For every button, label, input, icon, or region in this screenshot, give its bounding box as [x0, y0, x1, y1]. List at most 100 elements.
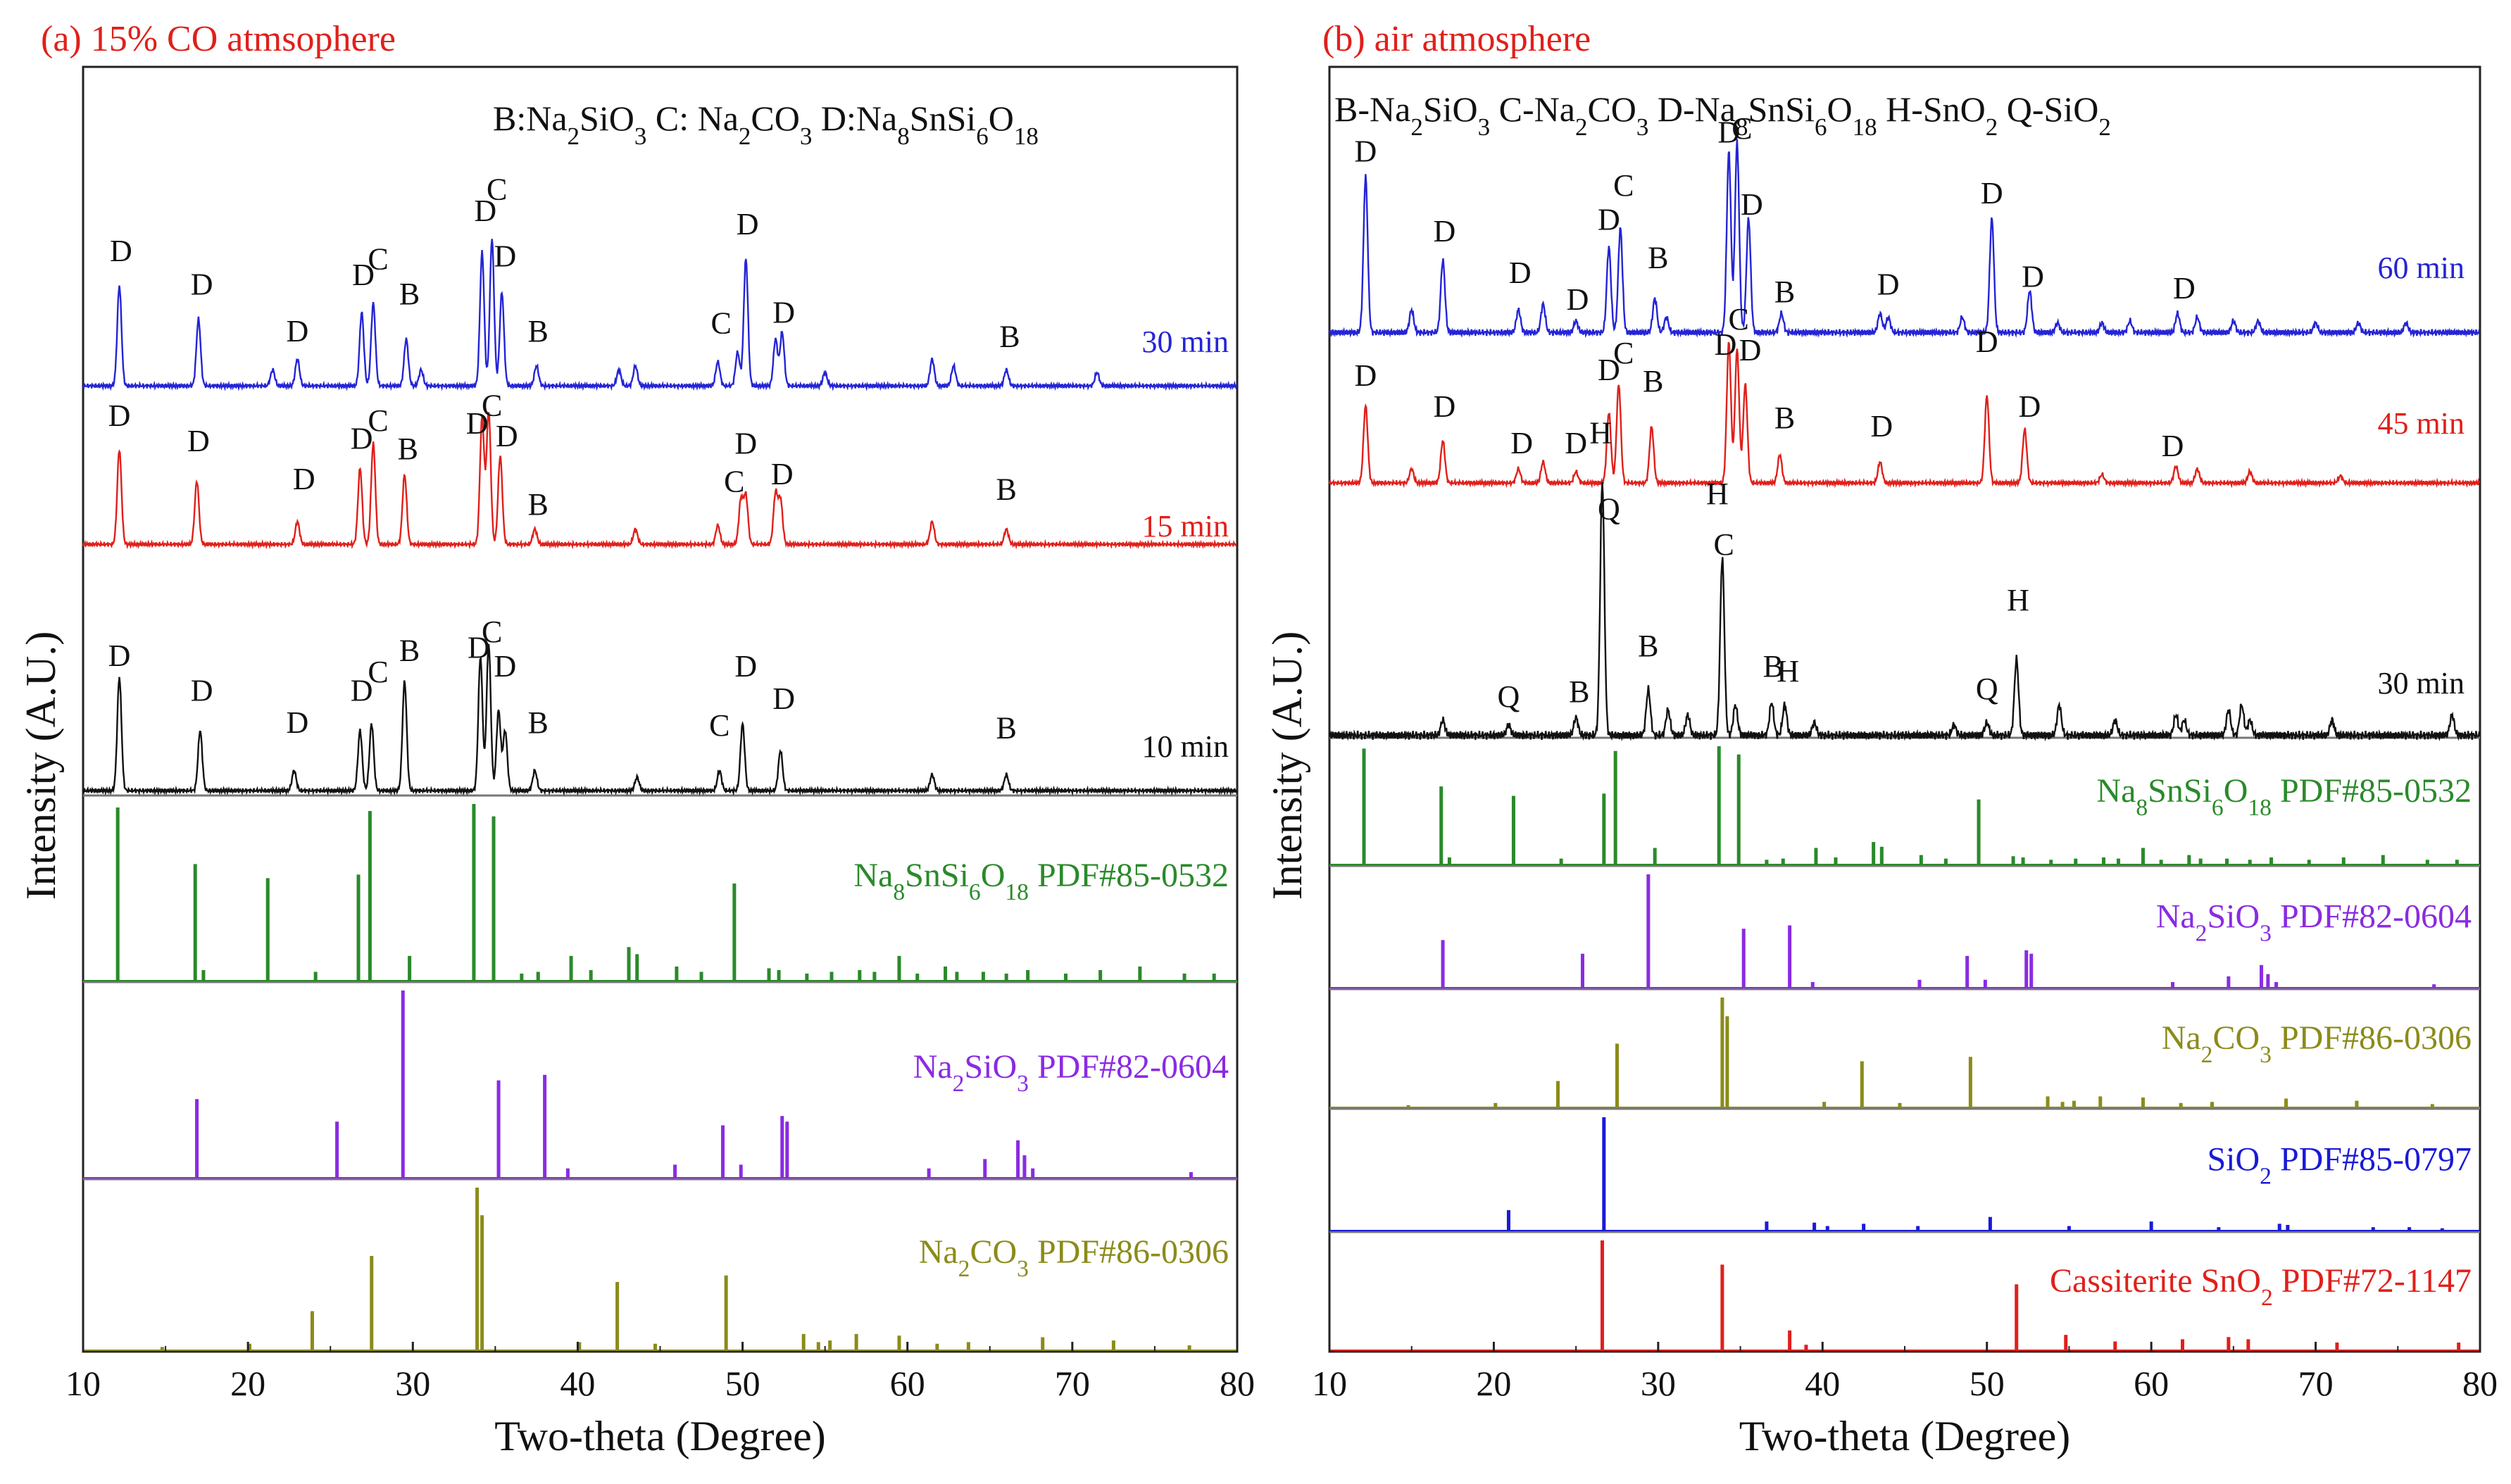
peak-label: C [1613, 168, 1634, 203]
peak-label: D [2162, 429, 2184, 463]
peak-label: B [1638, 629, 1658, 663]
subscript: 8 [897, 122, 910, 150]
peak-label: C [482, 389, 502, 423]
text-run: C: Na [646, 99, 739, 138]
subscript: 18 [1005, 879, 1029, 905]
peak-label: D [187, 424, 210, 458]
peak-label: B [996, 472, 1017, 506]
subscript: 2 [1410, 113, 1423, 141]
peak-label: B [1569, 674, 1589, 709]
peak-label: D [1567, 282, 1589, 317]
plot-frame [82, 65, 1239, 1353]
subscript: 3 [1017, 1071, 1029, 1097]
subscript: 3 [634, 122, 647, 150]
peak-label: C [368, 655, 388, 689]
peak-label: D [1981, 176, 2003, 210]
trace-label: 30 min [1142, 325, 1229, 359]
peak-label: D [108, 639, 131, 673]
peak-label: D [1434, 389, 1456, 424]
pattern-trace-45-min [1328, 341, 2481, 489]
peak-label: D [772, 681, 795, 716]
peak-label: D [351, 421, 373, 455]
text-run: SiO [580, 99, 634, 138]
pattern-trace-60-min [1328, 139, 2481, 339]
peak-label: D [1976, 325, 1998, 359]
x-axis-title: Two-theta (Degree) [1739, 1413, 2071, 1459]
subscript: 2 [1575, 113, 1588, 141]
text-run: O [981, 857, 1006, 894]
x-tick-label: 30 [395, 1364, 430, 1403]
text-run: CO [751, 99, 799, 138]
text-run: Na [2156, 898, 2196, 936]
peak-label: D [1565, 426, 1587, 460]
text-run: D-Na [1648, 89, 1736, 129]
peak-label: C [368, 403, 388, 438]
peak-label: D [110, 234, 132, 268]
text-run: SnSi [2148, 772, 2212, 810]
text-run: D:Na [812, 99, 897, 138]
peak-label: Q [1498, 679, 1520, 714]
y-axis-title: Intensity (A.U.) [1264, 631, 1310, 900]
text-run: Na [913, 1048, 953, 1086]
x-tick-label: 10 [65, 1364, 101, 1403]
text-run: SnSi [1748, 89, 1815, 129]
x-tick-label: 80 [2462, 1364, 2498, 1403]
peak-label: D [771, 457, 794, 491]
subscript: 6 [1815, 113, 1827, 141]
subscript: 6 [976, 122, 989, 150]
text-run: Na [2096, 772, 2136, 810]
text-run: B:Na [493, 99, 568, 138]
peak-label: B [528, 314, 549, 348]
peak-label: D [2173, 271, 2196, 306]
peak-label: D [466, 406, 489, 441]
subscript: 3 [2260, 920, 2272, 946]
peak-label: C [1714, 527, 1734, 562]
peak-label: C [1613, 336, 1634, 370]
subscript: 18 [2248, 795, 2272, 821]
peak-label: D [1717, 115, 1740, 149]
subscript: 2 [2261, 1285, 2273, 1311]
text-run: O [2224, 772, 2248, 810]
peak-label: D [351, 673, 373, 708]
x-tick-label: 30 [1641, 1364, 1676, 1403]
peak-label: Q [1976, 672, 1998, 706]
subscript: 2 [2098, 113, 2111, 141]
reference-label: Cassiterite SnO2 PDF#72-1147 [2050, 1262, 2472, 1311]
subscript: 2 [953, 1071, 965, 1097]
text-run: Na [853, 857, 893, 894]
reference-label: Na8SnSi6O18 PDF#85-0532 [2096, 772, 2472, 821]
peak-label: C [1729, 302, 1749, 337]
y-axis-title: Intensity (A.U.) [18, 631, 64, 900]
text-run: O [1827, 89, 1852, 129]
x-tick-label: 50 [1970, 1364, 2005, 1403]
text-run: SnSi [910, 99, 977, 138]
panel-title: (b) air atmosphere [1322, 19, 1591, 59]
peak-label: C [368, 241, 388, 276]
x-tick-label: 60 [890, 1364, 925, 1403]
text-run: SiO [1423, 89, 1478, 129]
peak-label: D [1877, 267, 1900, 301]
subscript: 2 [568, 122, 580, 150]
peak-label: D [494, 239, 517, 274]
reference-label: Na8SnSi6O18 PDF#85-0532 [853, 857, 1229, 905]
peak-label: C [709, 708, 729, 743]
peak-label: D [1739, 333, 1762, 367]
subscript: 2 [2201, 1042, 2213, 1068]
pattern-trace-30-min [1328, 482, 2481, 742]
peak-label: H [1777, 654, 1799, 688]
peak-label: D [2019, 389, 2041, 424]
peak-label: C [724, 465, 744, 499]
peak-label: D [474, 194, 496, 228]
x-tick-label: 40 [560, 1364, 595, 1403]
peak-label: B [1648, 241, 1668, 275]
peak-label: D [1354, 134, 1377, 168]
peak-label: C [710, 306, 731, 341]
peak-label: B [399, 633, 420, 667]
peak-label: B [1774, 401, 1795, 435]
peak-label: D [191, 268, 213, 302]
x-axis-title: Two-theta (Degree) [494, 1413, 826, 1459]
pattern-trace-10-min [82, 643, 1238, 796]
subscript: 3 [800, 122, 813, 150]
text-run: PDF#86-0306 [1029, 1233, 1229, 1271]
